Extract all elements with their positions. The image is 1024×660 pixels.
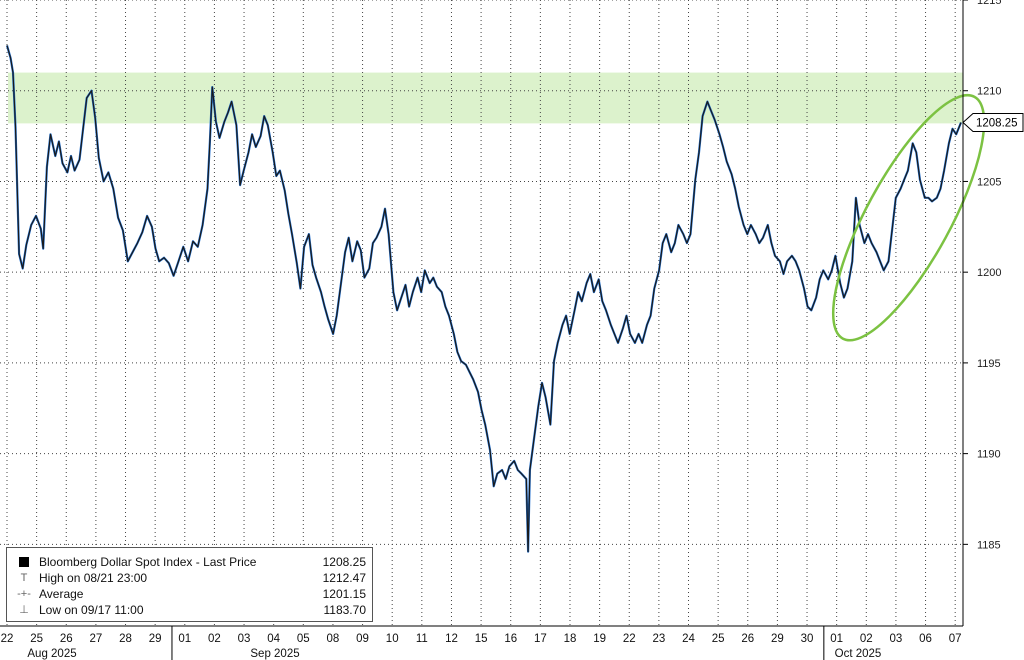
legend-series-name: Bloomberg Dollar Spot Index - Last Price <box>39 555 257 569</box>
legend-high-label: High on 08/21 23:00 <box>39 571 148 585</box>
legend-average-label: Average <box>39 587 84 601</box>
y-tick-label: 1205 <box>977 176 1001 188</box>
y-tick-label: 1200 <box>977 267 1001 279</box>
x-tick-label: 04 <box>267 633 280 645</box>
legend-average-value: 1201.15 <box>322 587 366 601</box>
average-marker-icon: -+- <box>17 588 31 600</box>
legend-series-value: 1208.25 <box>322 555 366 569</box>
x-tick-label: 03 <box>890 633 903 645</box>
x-tick-label: 30 <box>801 633 814 645</box>
x-tick-label: 06 <box>919 633 932 645</box>
x-tick-label: 16 <box>504 633 517 645</box>
y-tick-label: 1185 <box>977 539 1001 551</box>
x-tick-label: 11 <box>416 633 428 645</box>
x-tick-label: 15 <box>475 633 488 645</box>
last-price-label: 1208.25 <box>976 117 1018 129</box>
y-tick-label: 1190 <box>977 449 1001 461</box>
x-tick-label: 26 <box>741 633 754 645</box>
x-tick-label: 25 <box>30 633 43 645</box>
x-tick-label: 03 <box>238 633 251 645</box>
legend-low-label: Low on 09/17 11:00 <box>39 603 144 617</box>
x-tick-label: 24 <box>682 633 695 645</box>
legend-row-low: ⊥ Low on 09/17 11:00 1183.70 <box>11 602 366 618</box>
month-label: Sep 2025 <box>250 648 299 660</box>
x-tick-label: 26 <box>60 633 73 645</box>
y-tick-label: 1210 <box>977 86 1001 98</box>
legend-high-value: 1212.47 <box>322 571 366 585</box>
legend-swatch-icon <box>19 557 29 567</box>
legend-row-average: -+- Average 1201.15 <box>11 586 366 602</box>
price-line <box>6 45 962 553</box>
x-tick-label: 19 <box>593 633 606 645</box>
high-marker-icon: T <box>20 572 28 584</box>
x-tick-label: 01 <box>178 633 191 645</box>
x-tick-label: 02 <box>860 633 873 645</box>
x-tick-label: 29 <box>771 633 784 645</box>
x-tick-label: 05 <box>297 633 310 645</box>
legend-row-series: Bloomberg Dollar Spot Index - Last Price… <box>11 554 366 570</box>
legend-low-value: 1183.70 <box>323 603 367 617</box>
x-tick-label: 27 <box>89 633 102 645</box>
highlight-ellipse <box>831 93 986 342</box>
x-tick-label: 12 <box>445 633 458 645</box>
resistance-band <box>8 72 963 124</box>
x-tick-label: 09 <box>356 633 369 645</box>
low-marker-icon: ⊥ <box>19 604 29 616</box>
y-tick-label: 1195 <box>977 358 1001 370</box>
x-tick-label: 29 <box>149 633 162 645</box>
x-tick-label: 22 <box>1 633 14 645</box>
last-price-box <box>962 112 1024 132</box>
legend-row-high: T High on 08/21 23:00 1212.47 <box>11 570 366 586</box>
x-tick-label: 25 <box>712 633 725 645</box>
last-price-tag: 1208.25 <box>962 112 1024 132</box>
x-tick-label: 10 <box>386 633 399 645</box>
x-tick-label: 02 <box>208 633 221 645</box>
x-tick-label: 23 <box>652 633 665 645</box>
y-tick-label: 1215 <box>977 0 1001 7</box>
x-tick-label: 17 <box>534 633 547 645</box>
chart-legend: Bloomberg Dollar Spot Index - Last Price… <box>6 547 373 622</box>
month-label: Oct 2025 <box>835 648 882 660</box>
x-tick-label: 28 <box>119 633 132 645</box>
x-tick-label: 01 <box>830 633 843 645</box>
x-tick-label: 08 <box>327 633 340 645</box>
x-tick-label: 22 <box>623 633 636 645</box>
month-label: Aug 2025 <box>27 648 76 660</box>
x-tick-label: 18 <box>564 633 577 645</box>
x-tick-label: 07 <box>949 633 962 645</box>
